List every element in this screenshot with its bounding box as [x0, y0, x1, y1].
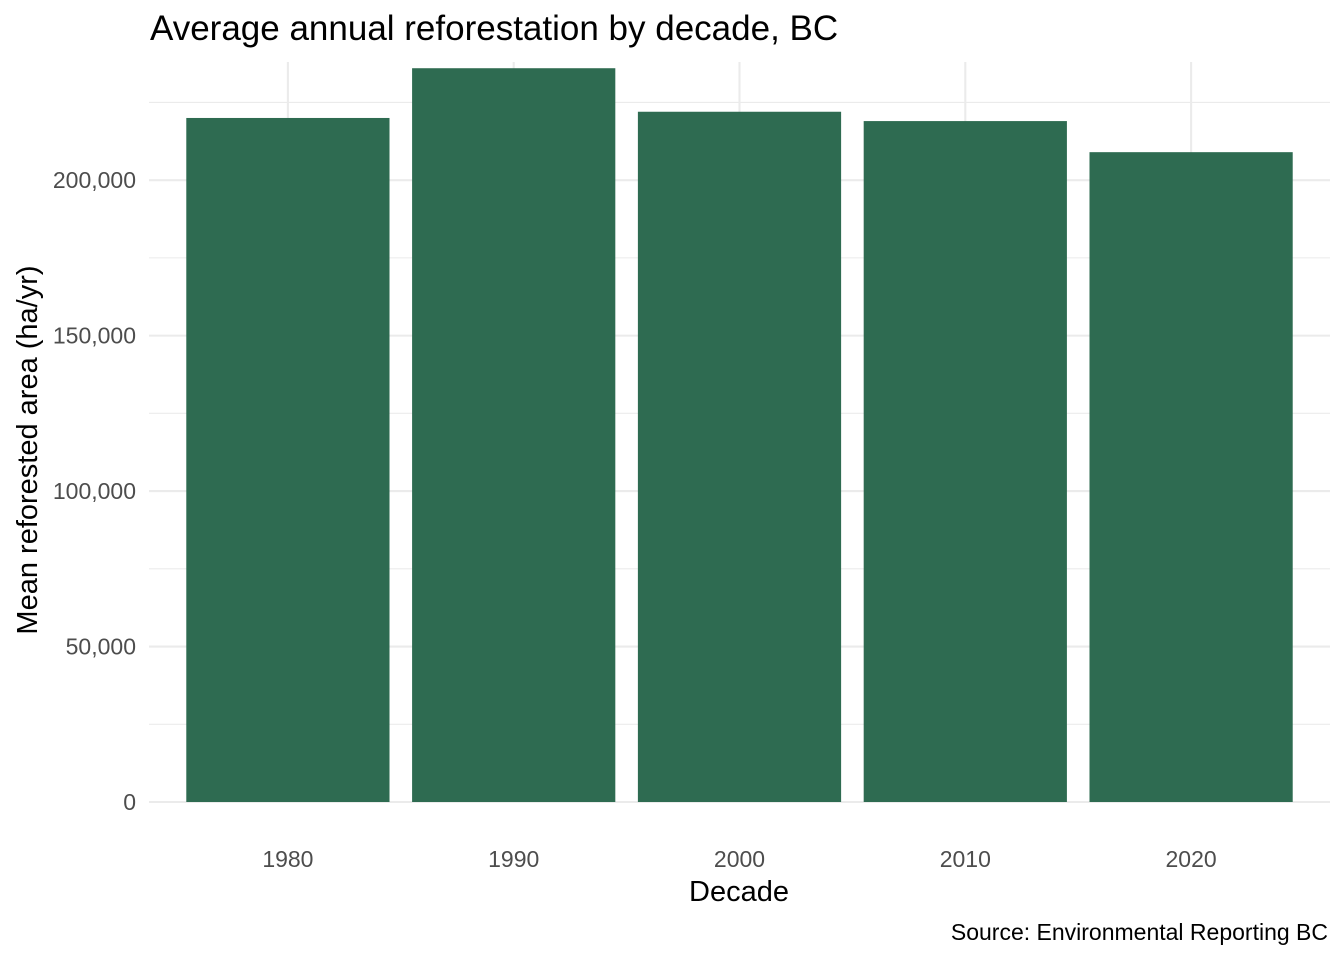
bars — [186, 68, 1293, 803]
bar-2000 — [637, 111, 842, 802]
y-tick-label: 50,000 — [66, 634, 136, 660]
y-tick-label: 0 — [123, 789, 136, 815]
y-axis-title: Mean reforested area (ha/yr) — [12, 265, 44, 634]
x-tick-label: 2020 — [1166, 846, 1217, 872]
bar-1980 — [186, 117, 390, 803]
y-tick-label: 150,000 — [53, 323, 136, 349]
x-axis-ticks: 1980 1990 2000 2010 2020 — [262, 846, 1216, 872]
x-tick-label: 1990 — [488, 846, 539, 872]
x-tick-label: 2000 — [714, 846, 765, 872]
y-tick-label: 200,000 — [53, 167, 136, 193]
y-tick-label: 100,000 — [53, 478, 136, 504]
bar-1990 — [412, 68, 616, 802]
x-tick-label: 2010 — [940, 846, 991, 872]
bar-2020 — [1089, 152, 1293, 802]
y-axis-ticks: 0 50,000 100,000 150,000 200,000 — [53, 167, 136, 815]
chart-title: Average annual reforestation by decade, … — [150, 9, 838, 48]
x-axis-title: Decade — [689, 876, 789, 908]
bar-2010 — [863, 121, 1067, 803]
x-tick-label: 1980 — [262, 846, 313, 872]
caption: Source: Environmental Reporting BC — [951, 919, 1328, 945]
